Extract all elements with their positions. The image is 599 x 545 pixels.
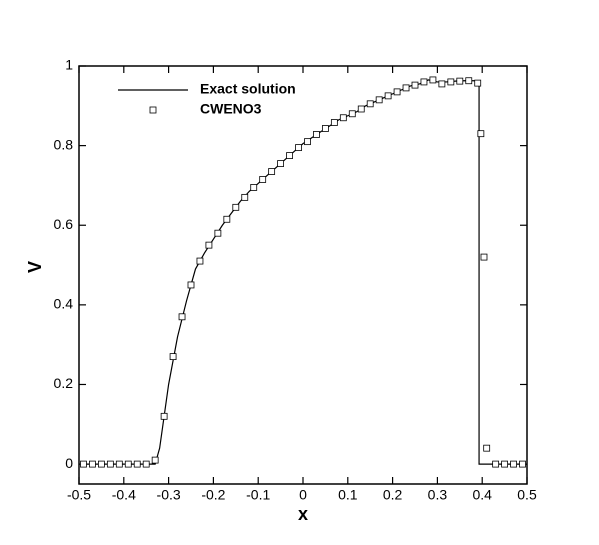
marker (277, 160, 285, 167)
marker (339, 114, 347, 122)
marker (510, 460, 517, 468)
marker (250, 184, 258, 191)
marker (313, 131, 320, 138)
marker (429, 76, 437, 84)
marker (124, 460, 132, 468)
marker (295, 144, 302, 152)
y-tick-label: 0.8 (54, 136, 74, 152)
marker (483, 444, 491, 452)
marker (160, 412, 168, 420)
y-tick-label: 1 (65, 57, 73, 73)
marker (205, 241, 213, 249)
y-axis-title: V (25, 261, 45, 273)
marker (98, 460, 105, 468)
marker (196, 257, 204, 265)
marker (89, 460, 96, 468)
marker (480, 253, 488, 261)
marker (501, 460, 509, 468)
marker (115, 460, 123, 468)
x-tick-label: -0.2 (201, 487, 225, 503)
marker (232, 203, 240, 211)
marker (465, 77, 473, 85)
x-tick-label: -0.5 (67, 487, 91, 503)
legend-marker (149, 106, 157, 114)
marker (348, 110, 356, 118)
marker (142, 460, 150, 468)
marker (438, 80, 446, 88)
marker (214, 229, 222, 237)
marker (492, 460, 500, 468)
marker (375, 96, 383, 104)
marker (286, 152, 293, 159)
y-tick-label: 0.2 (54, 375, 74, 391)
marker (321, 125, 329, 132)
marker (178, 313, 186, 321)
x-tick-label: -0.1 (246, 487, 270, 503)
marker (187, 281, 195, 289)
marker (241, 193, 249, 201)
marker (420, 78, 428, 86)
marker (80, 460, 87, 468)
y-tick-label: 0 (65, 455, 73, 471)
marker (366, 100, 374, 108)
marker (259, 176, 267, 183)
marker (304, 138, 311, 146)
plot-frame (78, 65, 528, 485)
marker (169, 353, 177, 361)
x-tick-label: 0.4 (472, 487, 492, 503)
marker (223, 215, 231, 223)
x-tick-label: 0.2 (383, 487, 403, 503)
marker (357, 105, 365, 113)
x-tick-label: 0.3 (428, 487, 448, 503)
marker (384, 92, 392, 100)
marker (268, 168, 276, 175)
marker (477, 130, 485, 138)
marker (330, 119, 338, 126)
marker (133, 460, 141, 468)
y-tick-label: 0.4 (54, 296, 74, 312)
y-tick-label: 0.6 (54, 216, 74, 232)
marker (402, 84, 410, 92)
exact-line (79, 79, 527, 465)
marker (456, 77, 464, 85)
marker (474, 79, 482, 87)
legend-text: Exact solution (200, 81, 296, 97)
legend-text: CWENO3 (200, 101, 262, 117)
marker (393, 88, 401, 96)
marker (151, 456, 159, 464)
x-tick-label: 0.1 (338, 487, 358, 503)
x-tick-label: -0.4 (112, 487, 136, 503)
x-tick-label: 0 (299, 487, 307, 503)
marker (411, 81, 419, 89)
marker (519, 460, 526, 468)
x-axis-title: x (298, 504, 308, 524)
x-tick-label: 0.5 (517, 487, 537, 503)
marker (447, 78, 455, 86)
x-tick-label: -0.3 (157, 487, 181, 503)
marker (106, 460, 114, 468)
